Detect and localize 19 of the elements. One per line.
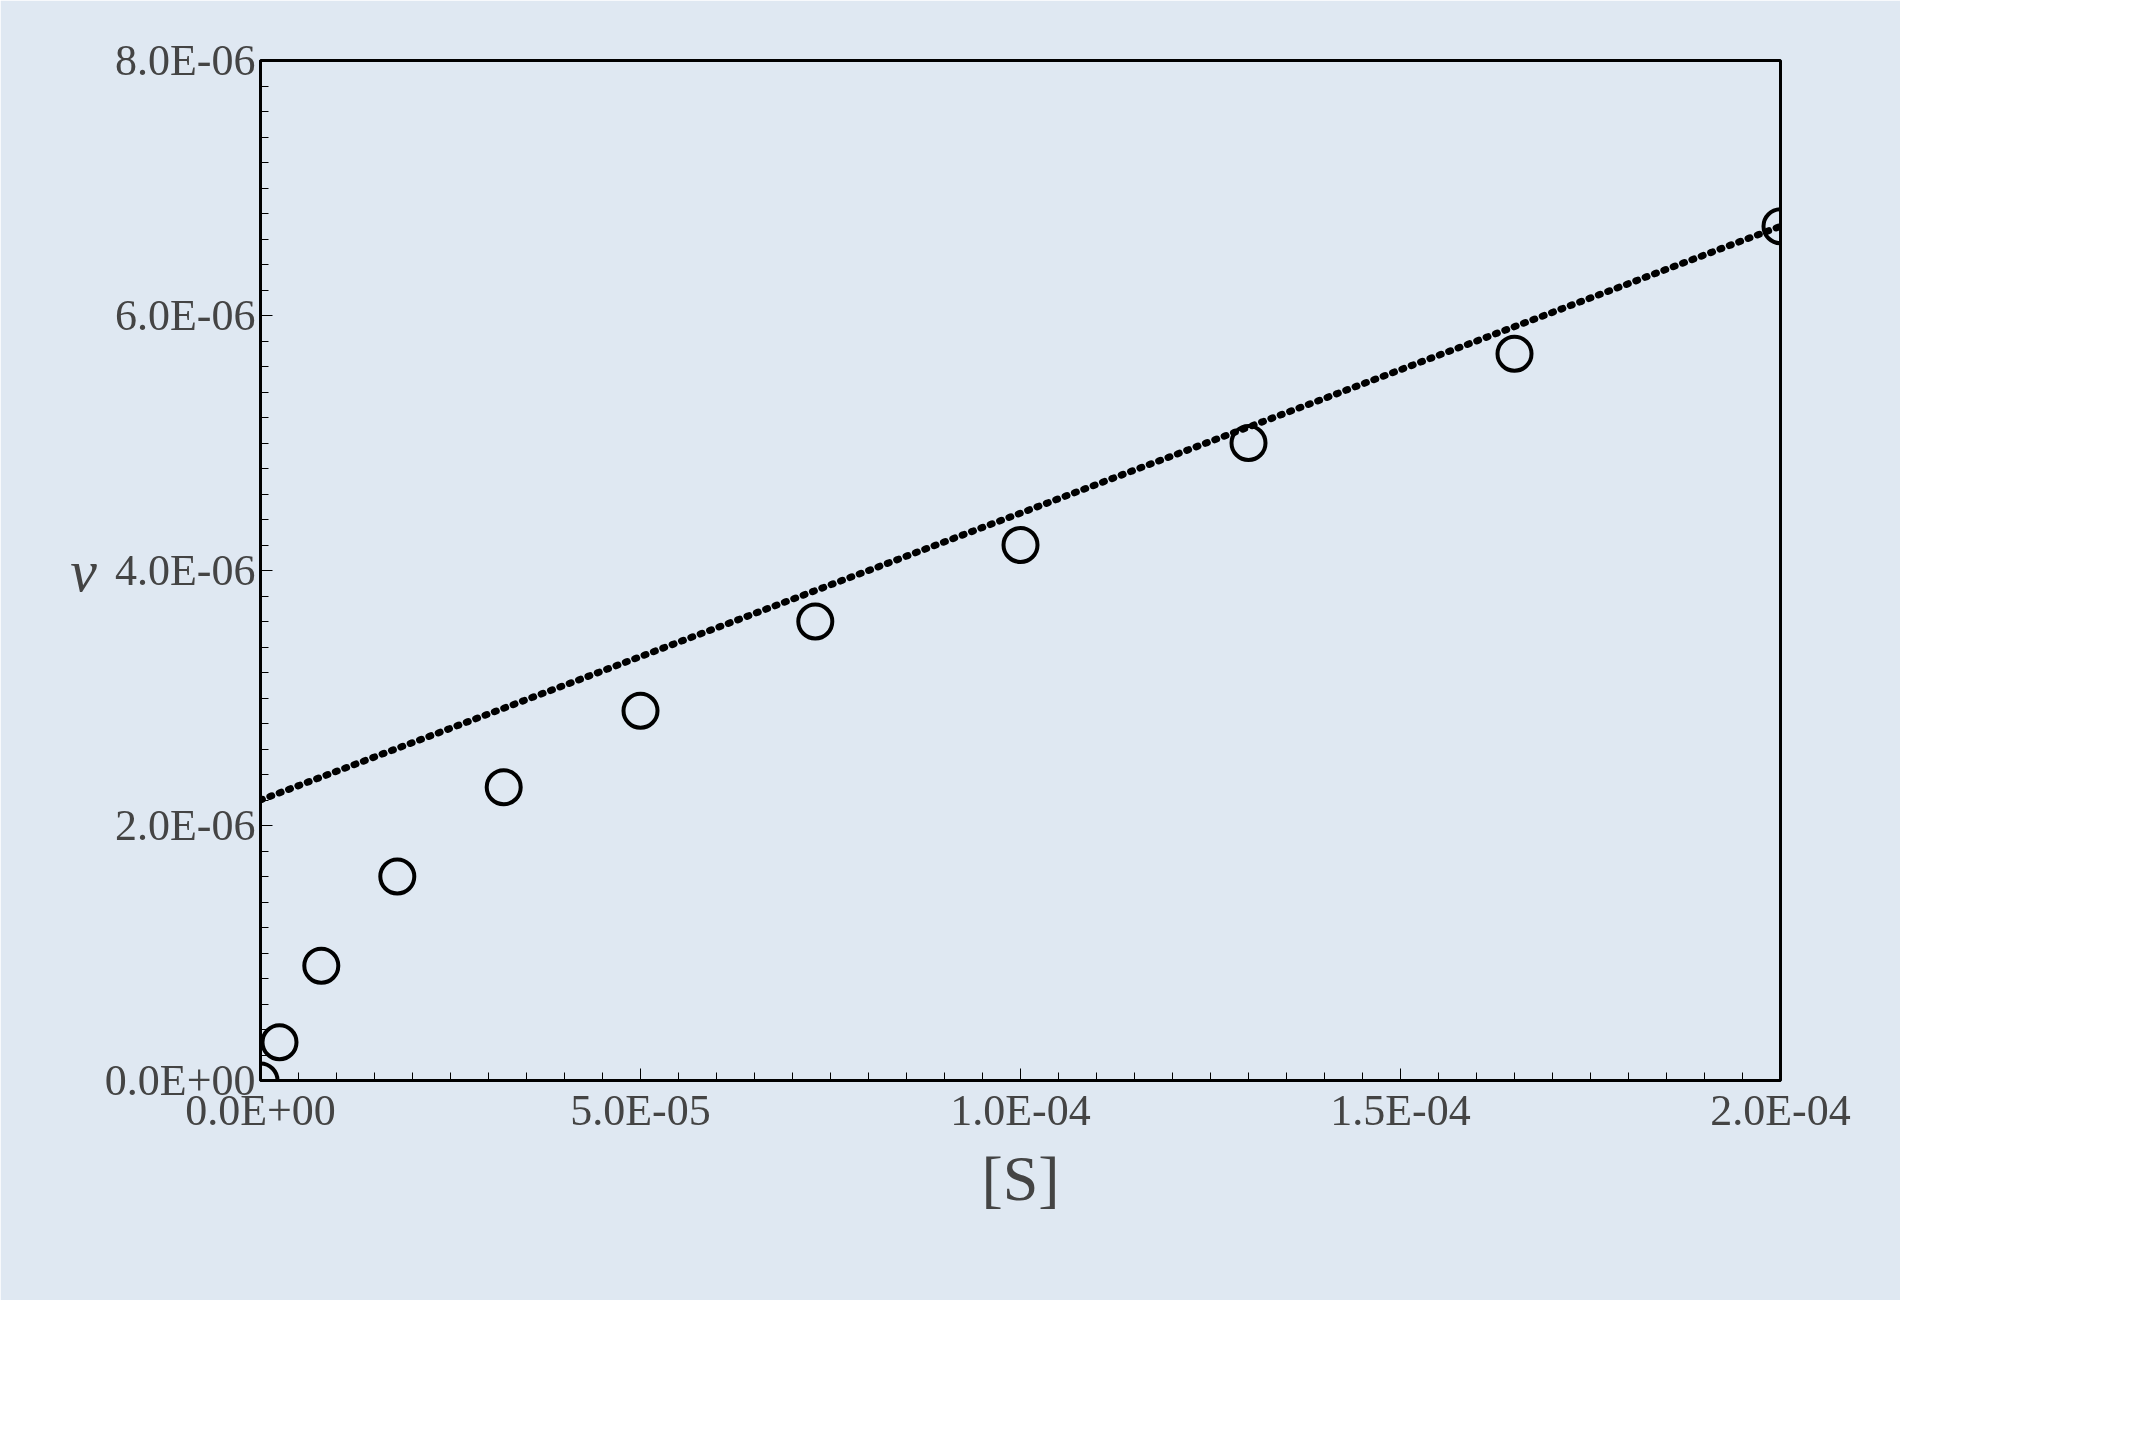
x-tick-label: 1.5E-04 — [1330, 1085, 1471, 1135]
point — [378, 857, 417, 896]
point — [621, 691, 660, 730]
point — [484, 768, 523, 807]
point — [1001, 526, 1040, 564]
y-tick-label: 2.0E-06 — [114, 801, 256, 850]
point — [260, 1023, 299, 1062]
y-axis-title: v — [70, 537, 98, 604]
y-tick-label: 6.0E-06 — [114, 291, 256, 340]
x-tick-label: 1.0E-04 — [950, 1085, 1091, 1135]
x-tick-label: 5.0E-05 — [570, 1085, 711, 1135]
point — [796, 602, 835, 641]
y-tick-label: 4.0E-06 — [114, 546, 256, 595]
point — [1229, 424, 1268, 462]
point — [302, 946, 341, 985]
x-tick-label: 2.0E-04 — [1710, 1085, 1851, 1135]
x-axis-title: [S] — [981, 1142, 1060, 1214]
point — [1495, 334, 1534, 373]
y-tick-label: 8.0E-06 — [114, 36, 256, 85]
